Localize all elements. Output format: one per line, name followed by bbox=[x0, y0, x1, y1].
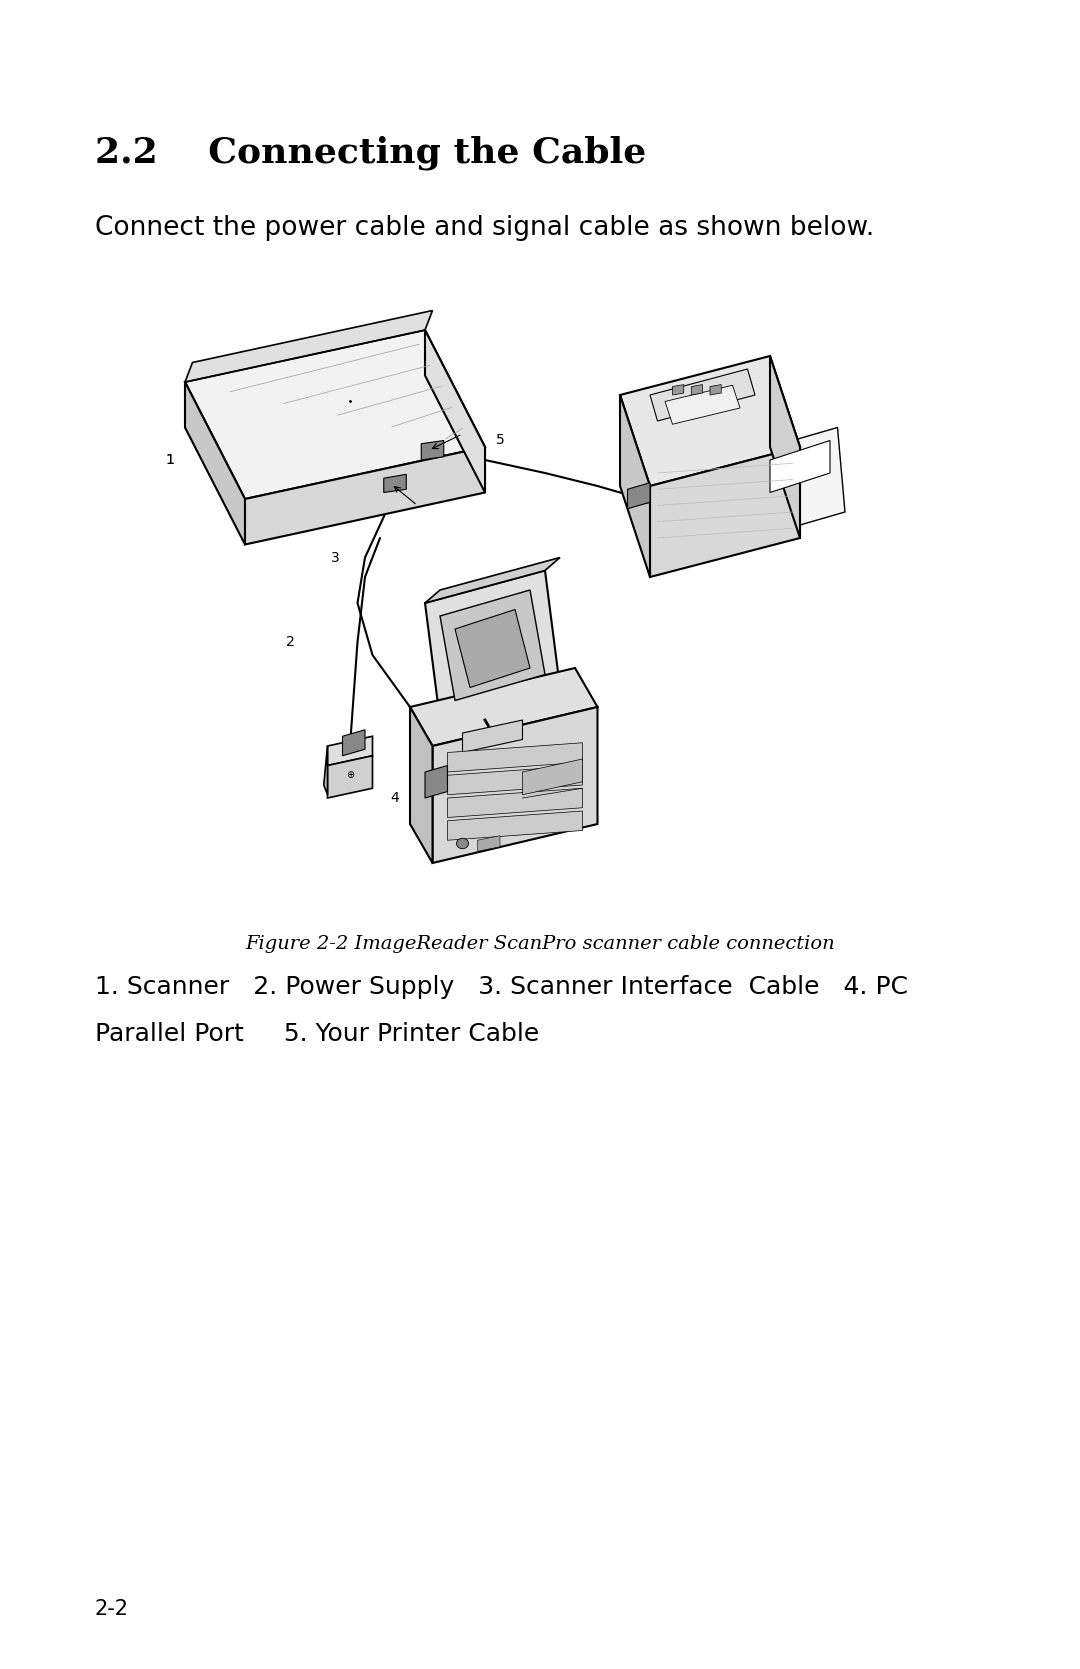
Polygon shape bbox=[410, 708, 432, 863]
Text: ⊕: ⊕ bbox=[346, 771, 354, 779]
Polygon shape bbox=[447, 766, 582, 794]
Polygon shape bbox=[447, 788, 582, 818]
Polygon shape bbox=[770, 355, 800, 537]
Text: Figure 2-2 ImageReader ScanPro scanner cable connection: Figure 2-2 ImageReader ScanPro scanner c… bbox=[245, 935, 835, 953]
Text: Connect the power cable and signal cable as shown below.: Connect the power cable and signal cable… bbox=[95, 215, 874, 240]
Polygon shape bbox=[432, 708, 597, 863]
Polygon shape bbox=[673, 384, 684, 396]
Polygon shape bbox=[691, 384, 702, 396]
Polygon shape bbox=[426, 766, 447, 798]
Text: Parallel Port     5. Your Printer Cable: Parallel Port 5. Your Printer Cable bbox=[95, 1021, 539, 1046]
Polygon shape bbox=[477, 836, 500, 851]
Polygon shape bbox=[327, 736, 373, 766]
Polygon shape bbox=[627, 482, 650, 509]
Polygon shape bbox=[440, 591, 545, 701]
Polygon shape bbox=[770, 441, 831, 492]
Polygon shape bbox=[426, 330, 485, 492]
Polygon shape bbox=[410, 668, 597, 746]
Polygon shape bbox=[462, 719, 523, 753]
Polygon shape bbox=[620, 355, 800, 486]
Text: 3: 3 bbox=[330, 551, 339, 564]
Polygon shape bbox=[447, 811, 582, 840]
Polygon shape bbox=[455, 609, 530, 688]
Polygon shape bbox=[185, 382, 245, 544]
Polygon shape bbox=[523, 759, 582, 794]
Polygon shape bbox=[770, 427, 845, 531]
Polygon shape bbox=[327, 756, 373, 798]
Text: 1: 1 bbox=[165, 452, 175, 467]
Polygon shape bbox=[324, 746, 327, 794]
Polygon shape bbox=[185, 310, 432, 382]
Polygon shape bbox=[665, 386, 740, 424]
Polygon shape bbox=[650, 369, 755, 421]
Text: 1. Scanner   2. Power Supply   3. Scanner Interface  Cable   4. PC: 1. Scanner 2. Power Supply 3. Scanner In… bbox=[95, 975, 908, 1000]
Polygon shape bbox=[245, 447, 485, 544]
Polygon shape bbox=[426, 571, 561, 719]
Polygon shape bbox=[447, 743, 582, 773]
Text: 5: 5 bbox=[496, 434, 504, 447]
Polygon shape bbox=[426, 557, 561, 603]
Polygon shape bbox=[421, 441, 444, 461]
Polygon shape bbox=[620, 396, 650, 577]
Circle shape bbox=[457, 838, 469, 850]
Polygon shape bbox=[650, 447, 800, 577]
Polygon shape bbox=[342, 729, 365, 756]
Text: 2: 2 bbox=[285, 634, 295, 649]
Text: 1: 1 bbox=[165, 452, 175, 467]
Polygon shape bbox=[635, 489, 650, 506]
Polygon shape bbox=[429, 773, 444, 791]
Polygon shape bbox=[185, 330, 485, 499]
Text: 2.2    Connecting the Cable: 2.2 Connecting the Cable bbox=[95, 135, 646, 170]
Text: 4: 4 bbox=[391, 791, 400, 804]
Polygon shape bbox=[710, 384, 721, 396]
Text: 2-2: 2-2 bbox=[95, 1599, 129, 1619]
Polygon shape bbox=[383, 474, 406, 492]
